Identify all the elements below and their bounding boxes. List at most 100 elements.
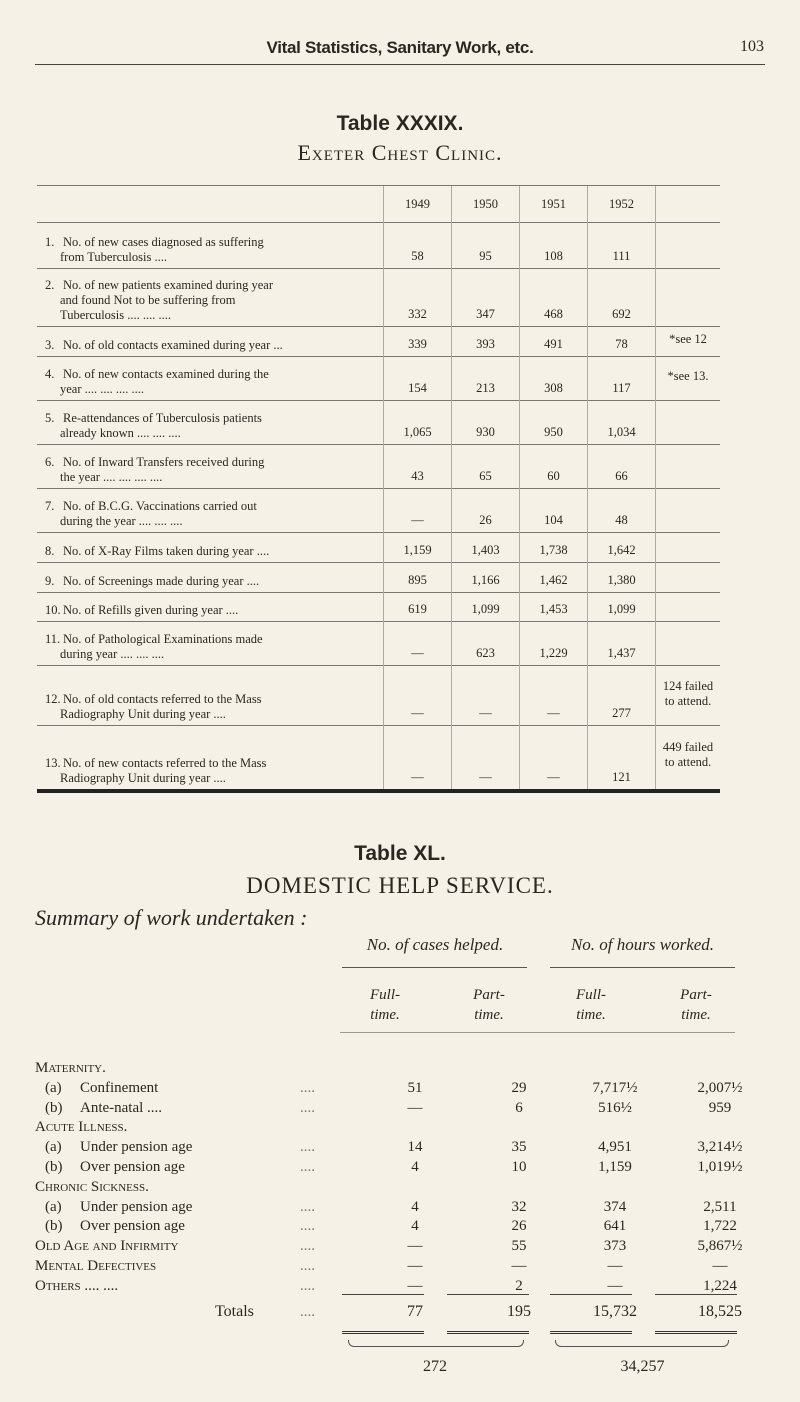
cell-value: 65: [451, 444, 520, 489]
row-label: (a) Under pension age: [45, 1197, 192, 1217]
table-row: 6. No. of Inward Transfers received durin…: [37, 444, 720, 489]
cell-value: 2: [515, 1277, 523, 1294]
cell-value: 32: [511, 1198, 527, 1215]
leader-dots: ....: [300, 1218, 315, 1235]
row-note: *see 13.: [655, 356, 720, 401]
cell-value: —: [383, 488, 452, 533]
row-note: [655, 562, 720, 593]
totals-row: Totals.... 77 195 15,732 18,525: [35, 1302, 742, 1322]
row-prefix: (b): [45, 1099, 63, 1116]
row-label: 7. No. of B.C.G. Vaccinations carried out…: [37, 488, 384, 533]
cell-value: 7,717½: [592, 1079, 638, 1096]
cell-value: 692: [587, 268, 656, 327]
table-row: (a) Under pension age.... 14 35 4,951 3,214½: [35, 1137, 743, 1157]
table40-title: Table XL.: [354, 842, 446, 865]
cell-value: 1,166: [451, 562, 520, 593]
year-header-row: 1949 1950 1951 1952: [37, 185, 720, 223]
cell-value: 1,403: [451, 532, 520, 563]
table-row: (a) Confinement.... 51 29 7,717½ 2,007½: [35, 1078, 743, 1098]
row-label: 11. No. of Pathological Examinations made…: [37, 621, 384, 666]
cell-value: 1,380: [587, 562, 656, 593]
leader-dots: ....: [300, 1238, 315, 1255]
total-value: 77: [407, 1303, 423, 1320]
cell-value: —: [511, 1258, 527, 1274]
cell-value: 111: [587, 222, 656, 269]
row-label-text: Confinement: [80, 1079, 159, 1096]
cell-value: 1,019½: [697, 1159, 743, 1175]
row-label: 5. Re-attendances of Tuberculosis patient…: [37, 400, 384, 445]
cell-value: —: [383, 665, 452, 726]
row-prefix: (b): [45, 1218, 63, 1235]
row-label-line: No. of B.C.G. Vaccinations carried out: [63, 499, 257, 513]
cell-value: 5,867½: [697, 1238, 743, 1255]
row-number: 2.: [45, 278, 55, 292]
cell-value: 1,738: [519, 532, 588, 563]
cell-value: —: [383, 621, 452, 666]
cell-value: 26: [451, 488, 520, 533]
table-row: 2. No. of new patients examined during ye…: [37, 268, 720, 327]
cell-value: 393: [451, 326, 520, 357]
cell-value: 1,437: [587, 621, 656, 666]
row-number: 4.: [45, 367, 55, 381]
row-label-text: Over pension age: [80, 1218, 185, 1235]
cell-value: 1,462: [519, 562, 588, 593]
table-row: 4. No. of new contacts examined during th…: [37, 356, 720, 401]
cell-value: 4,951: [598, 1139, 632, 1156]
cell-value: 1,034: [587, 400, 656, 445]
cell-value: 3,214½: [697, 1139, 743, 1156]
cell-value: 1,453: [519, 592, 588, 622]
cell-value: —: [407, 1099, 423, 1116]
row-prefix: (a): [45, 1079, 62, 1096]
row-label-text: Ante-natal ....: [80, 1099, 163, 1116]
column-header-line: time.: [576, 1007, 606, 1023]
totals-label: Totals: [215, 1303, 254, 1320]
cell-value: 29: [511, 1079, 527, 1096]
cell-value: 55: [511, 1238, 527, 1255]
row-label: 4. No. of new contacts examined during th…: [37, 356, 384, 401]
cell-value: 373: [603, 1238, 627, 1255]
column-header-line: Part-: [680, 987, 712, 1003]
hours-brace: [555, 1340, 729, 1347]
row-label-line: No. of new cases diagnosed as suffering: [63, 235, 264, 249]
cell-value: —: [519, 725, 588, 793]
table40-subtitle: DOMESTIC HELP SERVICE.: [246, 873, 554, 898]
leader-dots: ....: [300, 1258, 315, 1274]
cell-value: 95: [451, 222, 520, 269]
row-label: (b) Over pension age: [45, 1216, 185, 1236]
cell-value: 26: [511, 1218, 527, 1235]
cell-value: 66: [587, 444, 656, 489]
row-label-line: already known .... .... ....: [60, 426, 181, 440]
total-rule: [447, 1294, 529, 1295]
cell-value: 516½: [598, 1099, 632, 1116]
cell-value: 619: [383, 592, 452, 622]
cell-value: 58: [383, 222, 452, 269]
table-row: 9. No. of Screenings made during year ...…: [37, 562, 720, 593]
cell-value: 623: [451, 621, 520, 666]
cell-value: 43: [383, 444, 452, 489]
column-header: Part-time.: [656, 985, 736, 1025]
cell-value: 641: [603, 1218, 627, 1235]
section-label: Maternity.: [35, 1060, 106, 1076]
row-label: 8. No. of X-Ray Films taken during year .…: [37, 532, 384, 563]
leader-dots: ....: [300, 1198, 315, 1215]
column-header-line: Part-: [473, 987, 505, 1003]
cell-value: —: [407, 1238, 423, 1255]
row-number: 8.: [45, 544, 55, 558]
row-note: [655, 400, 720, 445]
table-row: 12. No. of old contacts referred to the M…: [37, 665, 720, 726]
cell-value: 1,065: [383, 400, 452, 445]
row-label-line: Tuberculosis .... .... ....: [60, 308, 172, 322]
row-label-line: No. of Pathological Examinations made: [63, 632, 263, 646]
cell-value: 35: [511, 1139, 527, 1156]
cell-value: —: [607, 1277, 623, 1294]
header-rule: [340, 1032, 735, 1033]
total-rule: [550, 1294, 632, 1295]
cell-value: 950: [519, 400, 588, 445]
column-header-line: Full-: [370, 987, 400, 1003]
cell-value: 4: [411, 1159, 419, 1175]
row-label: 3. No. of old contacts examined during ye…: [37, 326, 384, 357]
section-heading: Maternity.: [35, 1058, 735, 1078]
cell-value: 154: [383, 356, 452, 401]
table-row: (b) Ante-natal ........ — 6 516½ 959: [35, 1098, 735, 1118]
cell-value: 104: [519, 488, 588, 533]
